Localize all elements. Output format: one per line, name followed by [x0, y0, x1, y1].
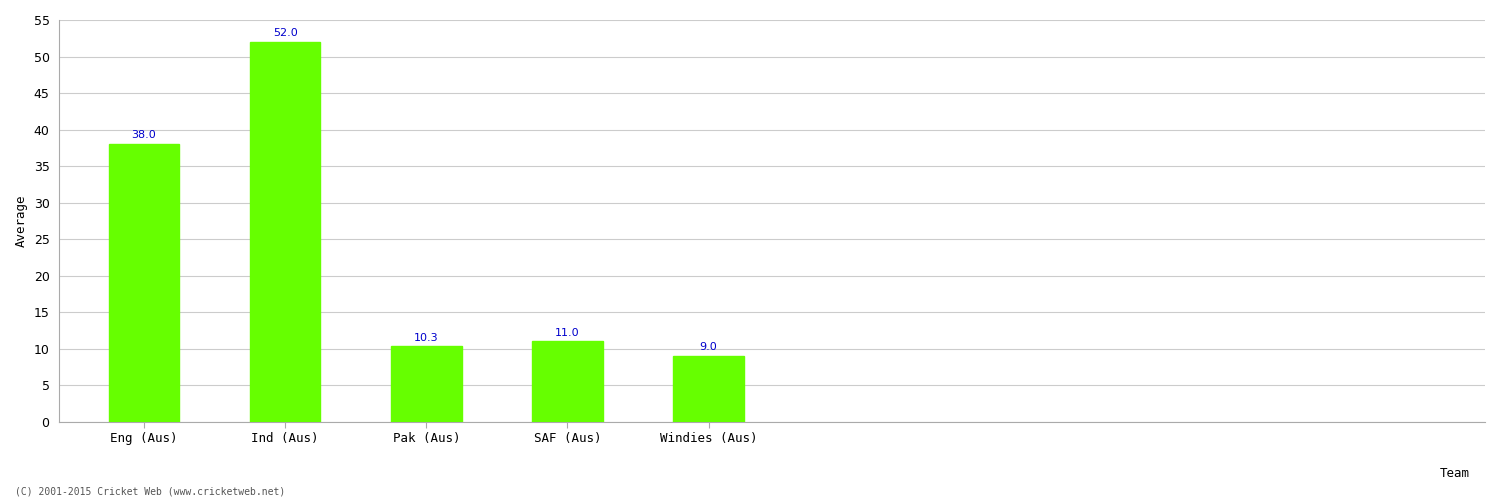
Text: 9.0: 9.0: [699, 342, 717, 352]
Text: (C) 2001-2015 Cricket Web (www.cricketweb.net): (C) 2001-2015 Cricket Web (www.cricketwe…: [15, 487, 285, 497]
Bar: [108, 144, 180, 421]
Text: 10.3: 10.3: [414, 332, 438, 342]
Y-axis label: Average: Average: [15, 194, 28, 247]
Bar: [532, 342, 603, 421]
Text: 52.0: 52.0: [273, 28, 297, 38]
Text: Team: Team: [1440, 467, 1470, 480]
Text: 38.0: 38.0: [132, 130, 156, 140]
Bar: [674, 356, 744, 422]
Bar: [251, 42, 321, 422]
Text: 11.0: 11.0: [555, 328, 580, 338]
Bar: [392, 346, 462, 422]
